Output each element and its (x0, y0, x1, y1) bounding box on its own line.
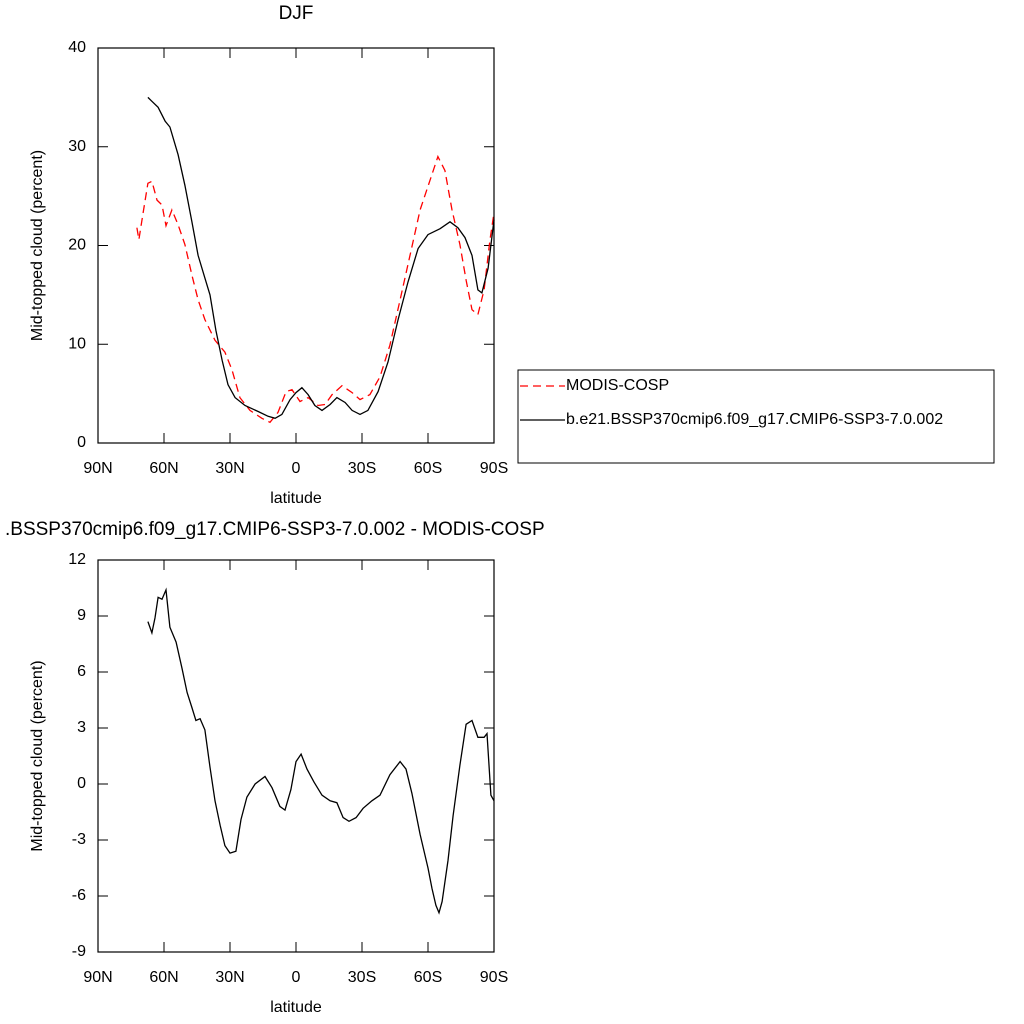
y-axis-label: Mid-topped cloud (percent) (29, 150, 46, 341)
y-tick-label: 6 (77, 663, 86, 680)
x-tick-label: 90S (480, 969, 508, 986)
y-tick-label: -6 (72, 887, 86, 904)
x-tick-label: 90S (480, 460, 508, 477)
y-tick-label: 0 (77, 434, 86, 451)
y-tick-label: 20 (68, 237, 86, 254)
chart-title: DJF (279, 3, 314, 24)
y-tick-label: 10 (68, 335, 86, 352)
data-line (147, 587, 495, 915)
x-tick-label: 30S (348, 969, 376, 986)
x-tick-label: 30N (215, 460, 244, 477)
x-axis-label: latitude (270, 999, 322, 1016)
x-tick-label: 60N (149, 460, 178, 477)
legend-box (517, 369, 995, 464)
y-tick-label: 0 (77, 775, 86, 792)
plot-frame (97, 47, 495, 444)
y-tick-label: 30 (68, 138, 86, 155)
legend-label: b.e21.BSSP370cmip6.f09_g17.CMIP6-SSP3-7.… (566, 411, 943, 428)
x-axis-label: latitude (270, 490, 322, 507)
y-tick-label: -9 (72, 943, 86, 960)
x-tick-label: 60N (149, 969, 178, 986)
y-tick-label: 9 (77, 607, 86, 624)
x-tick-label: 0 (292, 969, 301, 986)
y-tick-label: 40 (68, 39, 86, 56)
data-line (147, 96, 495, 420)
chart-title: .BSSP370cmip6.f09_g17.CMIP6-SSP3-7.0.002… (5, 519, 545, 540)
plot-frame (97, 559, 495, 953)
data-line (136, 154, 495, 424)
y-axis-label: Mid-topped cloud (percent) (29, 660, 46, 851)
x-tick-label: 0 (292, 460, 301, 477)
y-tick-label: -3 (72, 831, 86, 848)
x-tick-label: 60S (414, 969, 442, 986)
x-tick-label: 90N (83, 460, 112, 477)
y-tick-label: 12 (68, 551, 86, 568)
x-tick-label: 30S (348, 460, 376, 477)
legend-label: MODIS-COSP (566, 377, 669, 394)
x-tick-label: 60S (414, 460, 442, 477)
x-tick-label: 30N (215, 969, 244, 986)
y-tick-label: 3 (77, 719, 86, 736)
x-tick-label: 90N (83, 969, 112, 986)
